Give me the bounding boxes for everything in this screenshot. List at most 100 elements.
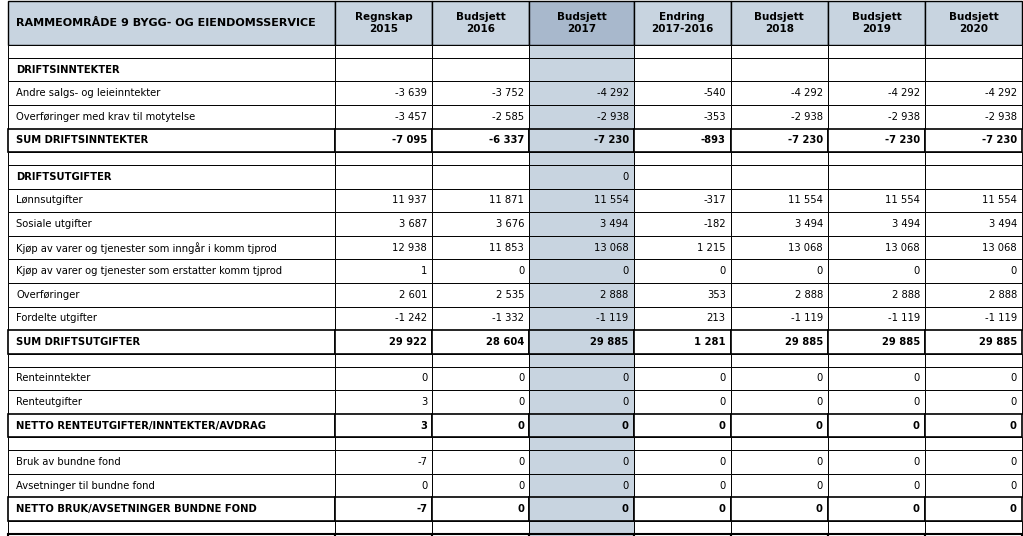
Bar xyxy=(828,450,925,474)
Bar xyxy=(634,129,730,152)
Text: RAMMEOMRÅDE 9 BYGG- OG EIENDOMSSERVICE: RAMMEOMRÅDE 9 BYGG- OG EIENDOMSSERVICE xyxy=(16,18,316,28)
Bar xyxy=(433,129,529,152)
Bar xyxy=(828,367,925,390)
Bar xyxy=(828,259,925,283)
Text: 0: 0 xyxy=(816,397,822,407)
Text: 2 888: 2 888 xyxy=(795,290,822,300)
Bar xyxy=(8,165,336,189)
Text: 1 281: 1 281 xyxy=(694,337,725,347)
Text: -1 119: -1 119 xyxy=(888,314,920,323)
Bar xyxy=(828,58,925,81)
Text: -4 292: -4 292 xyxy=(985,88,1017,98)
Text: 0: 0 xyxy=(816,421,822,430)
Text: 3 494: 3 494 xyxy=(892,219,920,229)
Text: -3 457: -3 457 xyxy=(395,112,428,122)
Text: 11 871: 11 871 xyxy=(489,196,524,205)
Bar xyxy=(8,474,336,497)
Text: -1 119: -1 119 xyxy=(984,314,1017,323)
Bar xyxy=(336,450,433,474)
Text: -2 938: -2 938 xyxy=(791,112,822,122)
Text: 0: 0 xyxy=(719,481,725,490)
Bar xyxy=(730,521,828,534)
Bar xyxy=(925,105,1022,129)
Text: Avsetninger til bundne fond: Avsetninger til bundne fond xyxy=(16,481,155,490)
Text: Renteinntekter: Renteinntekter xyxy=(16,374,91,383)
Text: 0: 0 xyxy=(816,266,822,276)
Bar xyxy=(433,354,529,367)
Bar xyxy=(925,58,1022,81)
Text: -1 242: -1 242 xyxy=(395,314,428,323)
Bar xyxy=(634,1,730,45)
Text: 0: 0 xyxy=(816,457,822,467)
Bar xyxy=(433,367,529,390)
Bar xyxy=(529,390,634,414)
Bar xyxy=(925,236,1022,259)
Bar xyxy=(925,354,1022,367)
Bar xyxy=(433,152,529,165)
Text: 0: 0 xyxy=(719,397,725,407)
Bar xyxy=(730,152,828,165)
Text: -893: -893 xyxy=(701,136,725,145)
Bar xyxy=(433,45,529,58)
Bar xyxy=(529,58,634,81)
Bar xyxy=(634,367,730,390)
Bar xyxy=(433,1,529,45)
Bar xyxy=(8,58,336,81)
Text: 0: 0 xyxy=(914,457,920,467)
Bar xyxy=(925,259,1022,283)
Bar xyxy=(730,414,828,437)
Text: Renteutgifter: Renteutgifter xyxy=(16,397,83,407)
Text: 0: 0 xyxy=(1010,504,1017,514)
Text: -353: -353 xyxy=(703,112,725,122)
Bar xyxy=(730,45,828,58)
Text: 0: 0 xyxy=(1011,397,1017,407)
Text: 0: 0 xyxy=(518,374,524,383)
Bar xyxy=(529,212,634,236)
Bar xyxy=(529,497,634,521)
Bar xyxy=(433,414,529,437)
Text: 11 937: 11 937 xyxy=(392,196,428,205)
Text: NETTO RENTEUTGIFTER/INNTEKTER/AVDRAG: NETTO RENTEUTGIFTER/INNTEKTER/AVDRAG xyxy=(16,421,266,430)
Bar xyxy=(336,414,433,437)
Bar xyxy=(730,354,828,367)
Text: Kjøp av varer og tjenester som inngår i komm tjprod: Kjøp av varer og tjenester som inngår i … xyxy=(16,242,277,254)
Bar xyxy=(433,212,529,236)
Text: 0: 0 xyxy=(518,421,524,430)
Text: 28 604: 28 604 xyxy=(486,337,524,347)
Bar xyxy=(336,45,433,58)
Bar xyxy=(925,497,1022,521)
Text: -7 230: -7 230 xyxy=(593,136,629,145)
Text: 3 494: 3 494 xyxy=(601,219,629,229)
Bar xyxy=(8,81,336,105)
Bar xyxy=(433,521,529,534)
Bar xyxy=(529,165,634,189)
Bar xyxy=(634,212,730,236)
Text: Overføringer med krav til motytelse: Overføringer med krav til motytelse xyxy=(16,112,195,122)
Text: 29 885: 29 885 xyxy=(785,337,822,347)
Bar xyxy=(8,437,336,450)
Bar xyxy=(925,450,1022,474)
Bar xyxy=(925,1,1022,45)
Bar xyxy=(336,330,433,354)
Text: -2 938: -2 938 xyxy=(985,112,1017,122)
Bar xyxy=(634,474,730,497)
Bar xyxy=(925,307,1022,330)
Bar xyxy=(634,81,730,105)
Bar xyxy=(336,212,433,236)
Text: 0: 0 xyxy=(719,266,725,276)
Text: 12 938: 12 938 xyxy=(393,243,428,252)
Bar xyxy=(8,367,336,390)
Bar xyxy=(828,497,925,521)
Bar xyxy=(529,45,634,58)
Bar xyxy=(336,521,433,534)
Bar xyxy=(828,283,925,307)
Text: 13 068: 13 068 xyxy=(594,243,629,252)
Text: 29 922: 29 922 xyxy=(390,337,428,347)
Bar xyxy=(828,390,925,414)
Text: Regnskap
2015: Regnskap 2015 xyxy=(355,12,412,34)
Bar xyxy=(925,390,1022,414)
Text: NETTO BRUK/AVSETNINGER BUNDNE FOND: NETTO BRUK/AVSETNINGER BUNDNE FOND xyxy=(16,504,257,514)
Bar xyxy=(433,437,529,450)
Text: 1: 1 xyxy=(420,266,428,276)
Text: 0: 0 xyxy=(1011,481,1017,490)
